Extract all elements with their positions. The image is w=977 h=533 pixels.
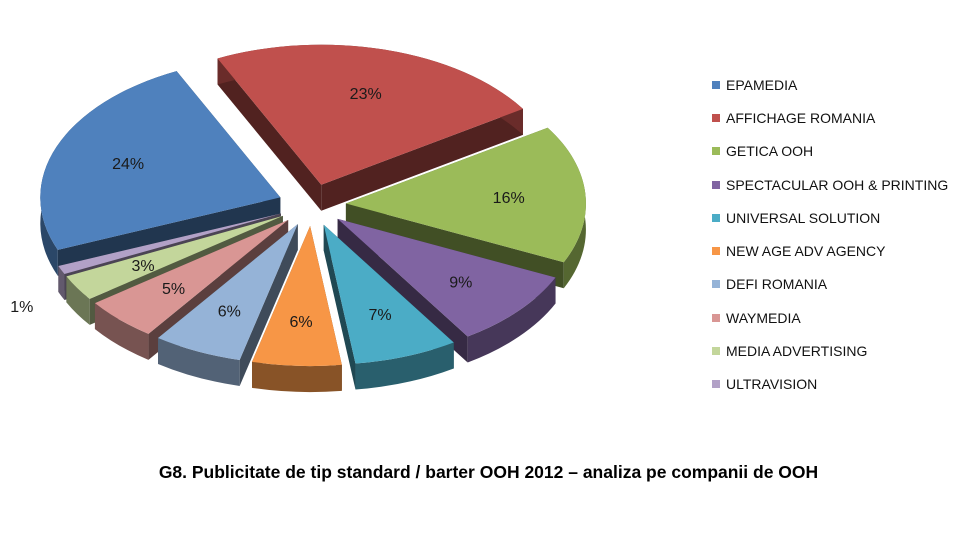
legend-label: ULTRAVISION (726, 376, 818, 393)
legend-item-media-advertising: MEDIA ADVERTISING (712, 334, 948, 367)
data-label-new-age-adv-agency: 6% (289, 314, 312, 331)
slice-top (217, 44, 523, 185)
data-label-universal-solution: 7% (369, 307, 392, 324)
slice-top (337, 218, 556, 337)
legend-item-new-age-adv-agency: NEW AGE ADV AGENCY (712, 234, 948, 267)
slice-rim (355, 342, 454, 390)
legend-item-universal-solution: UNIVERSAL SOLUTION (712, 201, 948, 234)
legend-label: MEDIA ADVERTISING (726, 343, 868, 360)
data-label-getica-ooh: 16% (493, 190, 525, 207)
legend-swatch (712, 213, 720, 222)
slice-rim (94, 303, 149, 360)
slice-rim (158, 337, 240, 386)
data-label-epamedia: 24% (112, 156, 144, 173)
legend-label: NEW AGE ADV AGENCY (726, 243, 886, 260)
legend-item-defi-romania: DEFI ROMANIA (712, 268, 948, 301)
legend-swatch (712, 147, 720, 156)
legend-label: UNIVERSAL SOLUTION (726, 209, 881, 226)
slice-defi-romania (158, 224, 298, 386)
slice-wall (321, 108, 523, 211)
slice-rim (252, 361, 342, 393)
slice-epamedia (40, 71, 281, 276)
slice-rim (66, 276, 90, 325)
legend-item-waymedia: WAYMEDIA (712, 301, 948, 334)
legend-item-spectacular-ooh-and-printing: SPECTACULAR OOH & PRINTING (712, 168, 948, 201)
legend-swatch (712, 113, 720, 122)
slice-spectacular-ooh-and-printing (337, 218, 556, 363)
slice-top (94, 220, 289, 334)
legend: EPAMEDIA AFFICHAGE ROMANIA GETICA OOH SPECT… (712, 68, 948, 401)
slice-top (66, 215, 283, 299)
legend-label: EPAMEDIA (726, 76, 798, 93)
slice-new-age-adv-agency (252, 226, 342, 393)
legend-item-getica-ooh: GETICA OOH (712, 135, 948, 168)
slice-top (323, 224, 454, 364)
data-label-ultravision: 1% (10, 299, 33, 316)
slice-top (40, 71, 281, 250)
slice-top (158, 224, 298, 360)
legend-label: GETICA OOH (726, 143, 814, 160)
legend-swatch (712, 280, 720, 289)
data-label-spectacular-ooh-and-printing: 9% (449, 274, 472, 291)
slice-top (345, 127, 586, 263)
data-label-media-advertising: 3% (131, 258, 154, 275)
slice-universal-solution (323, 224, 454, 390)
slice-wall (323, 224, 356, 390)
slice-affichage-romania (217, 44, 523, 211)
legend-label: AFFICHAGE ROMANIA (726, 109, 876, 126)
slice-wall (239, 224, 298, 386)
data-label-defi-romania: 6% (218, 304, 241, 321)
slice-rim (467, 277, 556, 363)
legend-swatch (712, 347, 720, 356)
pie-chart: 24% 23% 16% 9% 7% 6% 6% 5% 3% 1% (10, 44, 586, 393)
slice-rim (58, 265, 65, 300)
legend-item-affichage-romania: AFFICHAGE ROMANIA (712, 101, 948, 134)
legend-swatch (712, 180, 720, 189)
legend-swatch (712, 380, 720, 389)
legend-item-ultravision: ULTRAVISION (712, 368, 948, 401)
data-label-waymedia: 5% (162, 281, 185, 298)
chart-title: G8. Publicitate de tip standard / barter… (158, 462, 819, 482)
legend-swatch (712, 313, 720, 322)
legend-label: SPECTACULAR OOH & PRINTING (726, 176, 949, 193)
legend-item-epamedia: EPAMEDIA (712, 68, 948, 101)
slice-wall (217, 58, 322, 211)
legend-swatch (712, 247, 720, 256)
slice-top (252, 226, 342, 367)
legend-label: WAYMEDIA (726, 309, 801, 326)
legend-swatch (712, 80, 720, 89)
data-label-affichage-romania: 23% (350, 86, 382, 103)
slice-top (58, 213, 281, 274)
legend-label: DEFI ROMANIA (726, 276, 828, 293)
